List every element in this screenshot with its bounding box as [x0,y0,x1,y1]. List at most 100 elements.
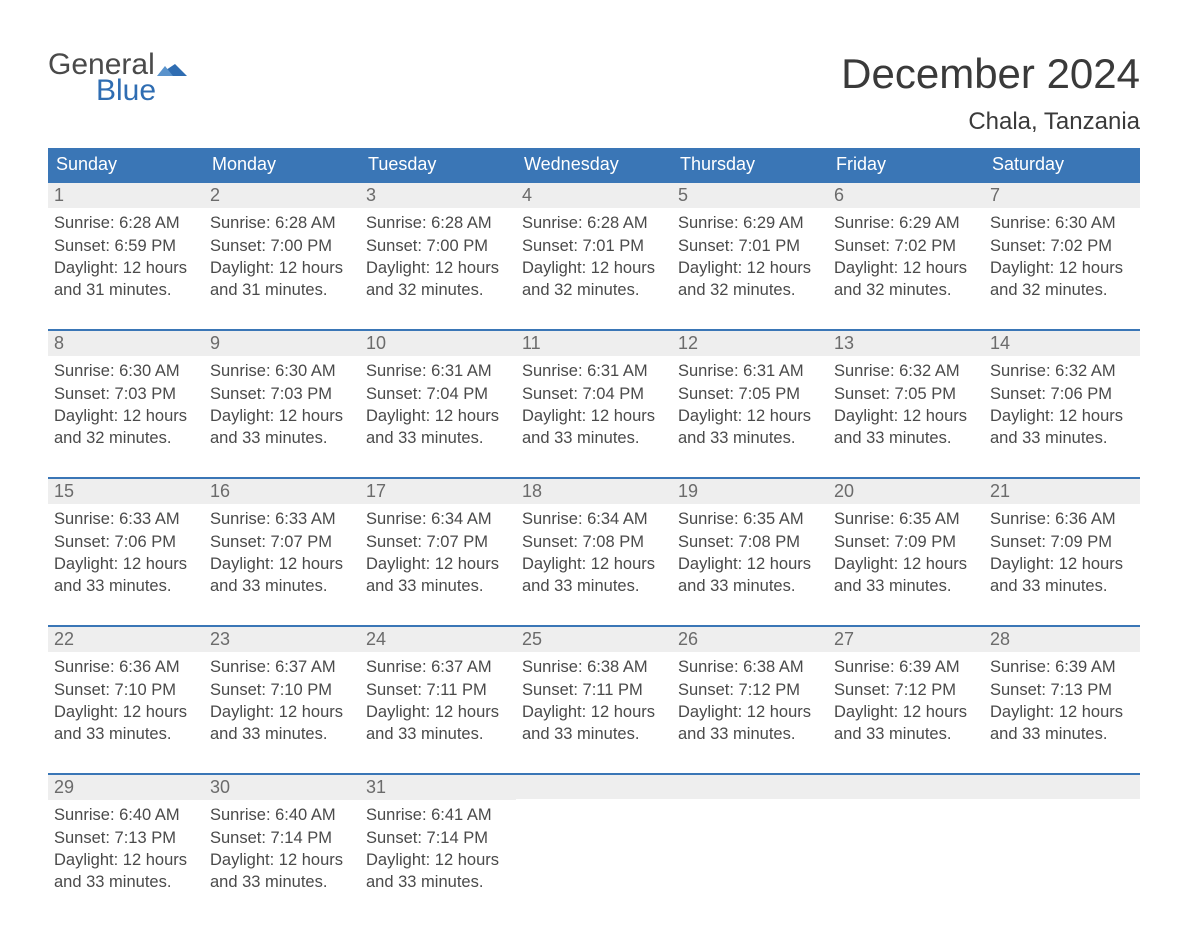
sunset-text: Sunset: 7:14 PM [210,827,352,849]
day-number: 26 [672,627,828,652]
sunrise-text: Sunrise: 6:37 AM [210,656,352,678]
day-details: Sunrise: 6:32 AMSunset: 7:06 PMDaylight:… [984,356,1140,453]
calendar-week: 15Sunrise: 6:33 AMSunset: 7:06 PMDayligh… [48,477,1140,607]
weekday-header: Saturday [984,148,1140,181]
daylight-line1: Daylight: 12 hours [54,405,196,427]
day-number: 15 [48,479,204,504]
daylight-line2: and 31 minutes. [210,279,352,301]
daylight-line1: Daylight: 12 hours [522,405,664,427]
day-number: 2 [204,183,360,208]
daylight-line2: and 33 minutes. [834,427,976,449]
daylight-line2: and 33 minutes. [210,575,352,597]
daylight-line2: and 33 minutes. [678,575,820,597]
calendar-day: 7Sunrise: 6:30 AMSunset: 7:02 PMDaylight… [984,183,1140,311]
month-title: December 2024 [841,50,1140,98]
sunset-text: Sunset: 7:01 PM [522,235,664,257]
sunrise-text: Sunrise: 6:30 AM [990,212,1132,234]
day-details: Sunrise: 6:28 AMSunset: 7:00 PMDaylight:… [360,208,516,305]
calendar-day: 14Sunrise: 6:32 AMSunset: 7:06 PMDayligh… [984,331,1140,459]
day-details: Sunrise: 6:31 AMSunset: 7:05 PMDaylight:… [672,356,828,453]
sunrise-text: Sunrise: 6:38 AM [522,656,664,678]
calendar-day: 20Sunrise: 6:35 AMSunset: 7:09 PMDayligh… [828,479,984,607]
sunset-text: Sunset: 7:01 PM [678,235,820,257]
day-details: Sunrise: 6:37 AMSunset: 7:11 PMDaylight:… [360,652,516,749]
calendar-day: 12Sunrise: 6:31 AMSunset: 7:05 PMDayligh… [672,331,828,459]
daylight-line1: Daylight: 12 hours [834,553,976,575]
sunset-text: Sunset: 7:07 PM [210,531,352,553]
day-details: Sunrise: 6:29 AMSunset: 7:02 PMDaylight:… [828,208,984,305]
sunset-text: Sunset: 7:08 PM [522,531,664,553]
calendar-day: 11Sunrise: 6:31 AMSunset: 7:04 PMDayligh… [516,331,672,459]
calendar-week: 8Sunrise: 6:30 AMSunset: 7:03 PMDaylight… [48,329,1140,459]
daylight-line2: and 31 minutes. [54,279,196,301]
title-block: December 2024 Chala, Tanzania [841,50,1140,136]
daylight-line2: and 32 minutes. [990,279,1132,301]
daylight-line2: and 33 minutes. [366,723,508,745]
daylight-line2: and 33 minutes. [834,575,976,597]
daylight-line2: and 32 minutes. [522,279,664,301]
sunset-text: Sunset: 7:00 PM [210,235,352,257]
day-details: Sunrise: 6:32 AMSunset: 7:05 PMDaylight:… [828,356,984,453]
day-details: Sunrise: 6:36 AMSunset: 7:09 PMDaylight:… [984,504,1140,601]
sunrise-text: Sunrise: 6:36 AM [990,508,1132,530]
daylight-line2: and 33 minutes. [522,427,664,449]
day-details: Sunrise: 6:30 AMSunset: 7:02 PMDaylight:… [984,208,1140,305]
day-details: Sunrise: 6:40 AMSunset: 7:13 PMDaylight:… [48,800,204,897]
logo: General Blue [48,50,187,106]
sunrise-text: Sunrise: 6:31 AM [678,360,820,382]
sunset-text: Sunset: 7:02 PM [990,235,1132,257]
calendar-day-empty [516,775,672,903]
calendar-day: 6Sunrise: 6:29 AMSunset: 7:02 PMDaylight… [828,183,984,311]
sunset-text: Sunset: 6:59 PM [54,235,196,257]
day-number: 4 [516,183,672,208]
daylight-line1: Daylight: 12 hours [990,701,1132,723]
weekday-header: Monday [204,148,360,181]
day-details: Sunrise: 6:33 AMSunset: 7:07 PMDaylight:… [204,504,360,601]
sunset-text: Sunset: 7:12 PM [834,679,976,701]
weekday-header: Sunday [48,148,204,181]
day-number: 25 [516,627,672,652]
calendar-day: 29Sunrise: 6:40 AMSunset: 7:13 PMDayligh… [48,775,204,903]
sunset-text: Sunset: 7:11 PM [522,679,664,701]
daylight-line2: and 33 minutes. [522,723,664,745]
sunrise-text: Sunrise: 6:33 AM [210,508,352,530]
sunset-text: Sunset: 7:02 PM [834,235,976,257]
calendar-day: 23Sunrise: 6:37 AMSunset: 7:10 PMDayligh… [204,627,360,755]
sunrise-text: Sunrise: 6:40 AM [210,804,352,826]
day-details: Sunrise: 6:28 AMSunset: 7:01 PMDaylight:… [516,208,672,305]
calendar-day: 10Sunrise: 6:31 AMSunset: 7:04 PMDayligh… [360,331,516,459]
day-details: Sunrise: 6:29 AMSunset: 7:01 PMDaylight:… [672,208,828,305]
day-details: Sunrise: 6:30 AMSunset: 7:03 PMDaylight:… [204,356,360,453]
day-details: Sunrise: 6:38 AMSunset: 7:11 PMDaylight:… [516,652,672,749]
daylight-line2: and 33 minutes. [990,575,1132,597]
calendar-day: 25Sunrise: 6:38 AMSunset: 7:11 PMDayligh… [516,627,672,755]
day-details: Sunrise: 6:30 AMSunset: 7:03 PMDaylight:… [48,356,204,453]
day-details: Sunrise: 6:38 AMSunset: 7:12 PMDaylight:… [672,652,828,749]
sunrise-text: Sunrise: 6:34 AM [366,508,508,530]
calendar-day: 1Sunrise: 6:28 AMSunset: 6:59 PMDaylight… [48,183,204,311]
calendar-day: 19Sunrise: 6:35 AMSunset: 7:08 PMDayligh… [672,479,828,607]
sunset-text: Sunset: 7:07 PM [366,531,508,553]
daylight-line1: Daylight: 12 hours [54,553,196,575]
day-details: Sunrise: 6:37 AMSunset: 7:10 PMDaylight:… [204,652,360,749]
calendar-day: 9Sunrise: 6:30 AMSunset: 7:03 PMDaylight… [204,331,360,459]
daylight-line2: and 33 minutes. [54,723,196,745]
daylight-line1: Daylight: 12 hours [210,701,352,723]
calendar-day: 15Sunrise: 6:33 AMSunset: 7:06 PMDayligh… [48,479,204,607]
daylight-line2: and 33 minutes. [678,723,820,745]
day-details: Sunrise: 6:33 AMSunset: 7:06 PMDaylight:… [48,504,204,601]
sunrise-text: Sunrise: 6:40 AM [54,804,196,826]
sunset-text: Sunset: 7:05 PM [678,383,820,405]
daylight-line1: Daylight: 12 hours [522,257,664,279]
day-number: 8 [48,331,204,356]
sunset-text: Sunset: 7:03 PM [54,383,196,405]
sunrise-text: Sunrise: 6:29 AM [678,212,820,234]
daylight-line1: Daylight: 12 hours [366,257,508,279]
day-details: Sunrise: 6:34 AMSunset: 7:08 PMDaylight:… [516,504,672,601]
sunrise-text: Sunrise: 6:30 AM [210,360,352,382]
daylight-line2: and 33 minutes. [54,575,196,597]
day-number: 3 [360,183,516,208]
sunset-text: Sunset: 7:06 PM [54,531,196,553]
sunset-text: Sunset: 7:09 PM [990,531,1132,553]
calendar-day-empty [984,775,1140,903]
